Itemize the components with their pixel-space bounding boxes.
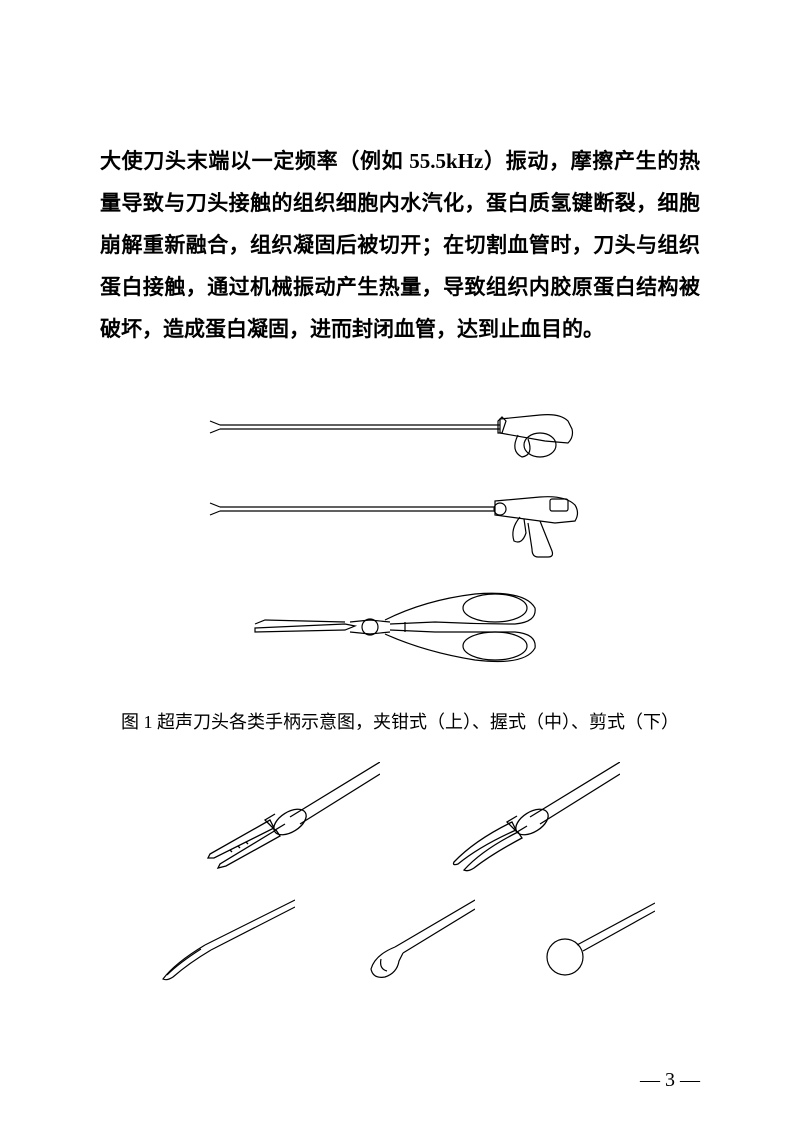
small-tips-row xyxy=(145,895,655,985)
grip-handle-illustration xyxy=(200,479,600,564)
scissor-handle-illustration xyxy=(225,580,575,675)
hook-tip-illustration xyxy=(325,895,475,985)
page-number: — 3 — xyxy=(640,1069,700,1092)
clamp-handle-illustration xyxy=(200,393,600,463)
jaw-tips-row xyxy=(180,762,620,872)
curved-blade-illustration xyxy=(145,895,295,985)
figure-1-container: 图 1 超声刀头各类手柄示意图，夹钳式（上）、握式（中）、剪式（下） xyxy=(100,385,700,993)
body-paragraph: 大使刀头末端以一定频率（例如 55.5kHz）振动，摩擦产生的热量导致与刀头接触… xyxy=(100,140,700,350)
curved-jaw-illustration xyxy=(420,762,620,872)
straight-jaw-illustration xyxy=(180,762,380,872)
ball-tip-illustration xyxy=(505,895,655,985)
figure-1-caption: 图 1 超声刀头各类手柄示意图，夹钳式（上）、握式（中）、剪式（下） xyxy=(121,708,679,734)
